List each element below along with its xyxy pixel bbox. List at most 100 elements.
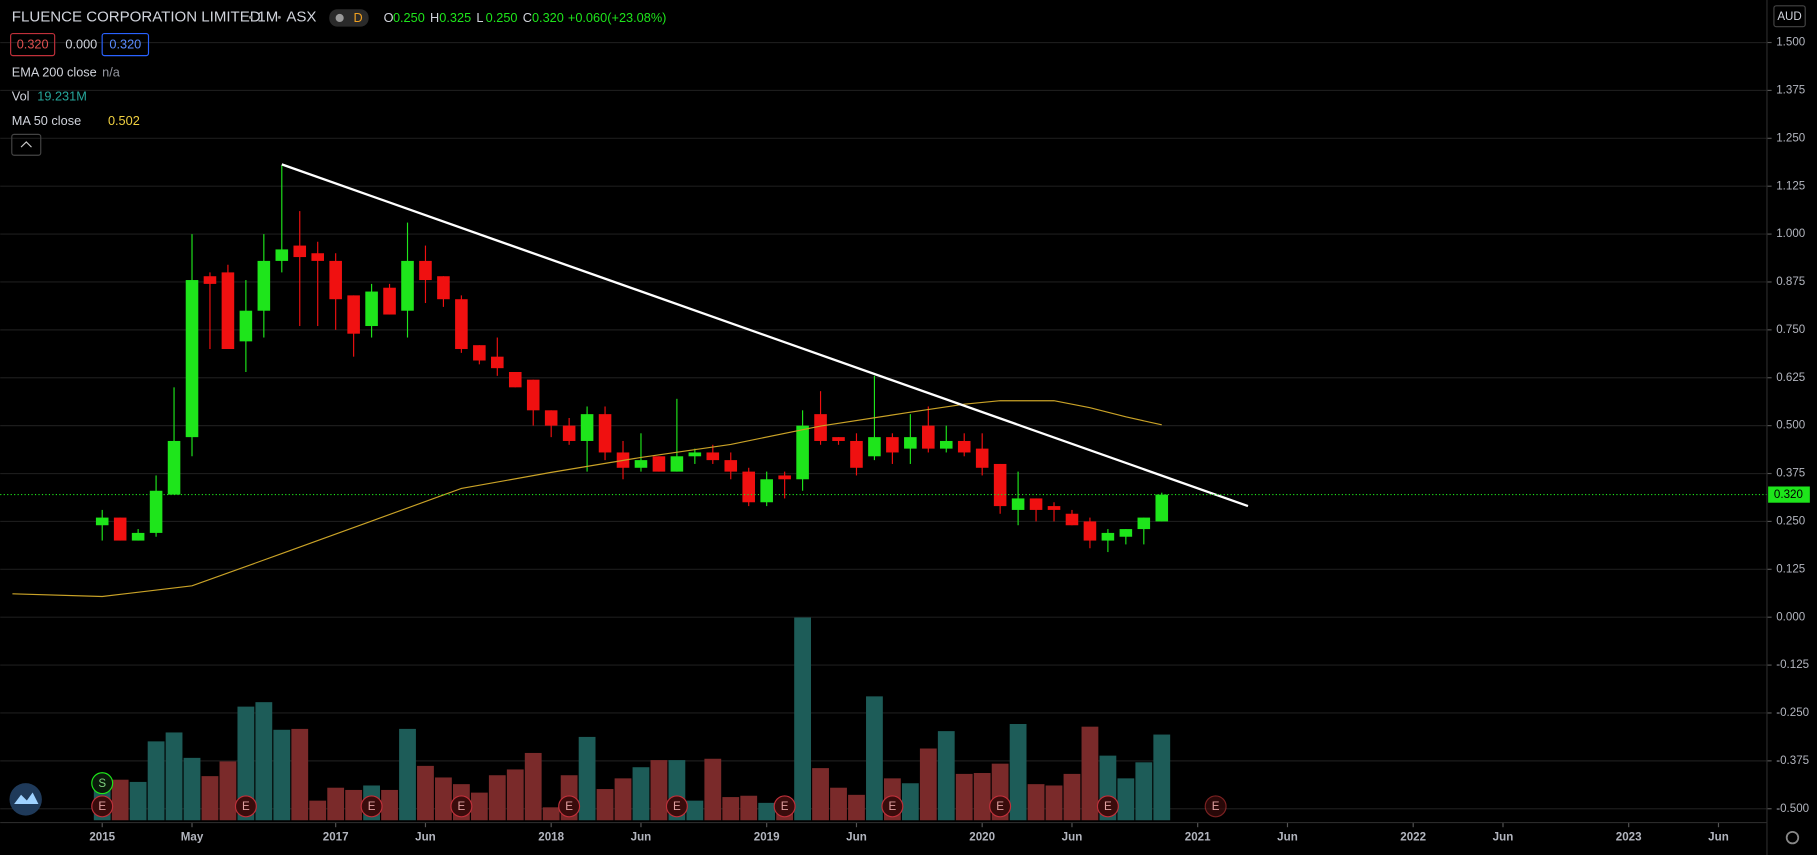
currency-badge[interactable] (1773, 5, 1806, 28)
candle-body (1101, 532, 1115, 541)
interval-badge: D (354, 10, 363, 25)
interval-toggle[interactable] (329, 9, 369, 27)
volume-bar (704, 758, 722, 821)
event-label: E (996, 801, 1004, 813)
spread: 0.000 (65, 37, 97, 52)
settings-icon[interactable] (1785, 830, 1800, 845)
candle-body (491, 356, 504, 369)
candle-body (850, 440, 863, 468)
volume-bar (1081, 726, 1099, 821)
event-label: E (673, 801, 681, 813)
candle-body (957, 440, 971, 453)
candle-body (365, 291, 378, 327)
candle-body (203, 276, 217, 284)
chevron-up (20, 141, 32, 148)
y-tick-label: -0.125 (1776, 659, 1809, 671)
collapse-button[interactable] (11, 133, 42, 156)
volume-bar (1063, 773, 1081, 821)
event-label: E (781, 801, 789, 813)
volume-bar (165, 732, 183, 821)
volume-bar (830, 787, 847, 821)
volume-bar (542, 807, 560, 821)
volume-bar (866, 696, 883, 821)
volume-bar (488, 775, 506, 821)
candle-body (221, 272, 235, 350)
bid-badge[interactable] (10, 33, 56, 57)
event-label: E (242, 801, 250, 813)
ohlc-value: 0.250 (486, 10, 518, 25)
volume-bar (129, 781, 147, 821)
event-label: E (368, 801, 376, 813)
x-tick-label: Jun (1277, 832, 1298, 844)
candle-body (562, 425, 576, 441)
symbol: FLUENCE CORPORATION LIMITED (12, 8, 261, 25)
volume-bar (848, 794, 865, 821)
x-tick-label: Jun (1062, 832, 1083, 844)
event-label: E (565, 801, 573, 813)
candle-body (814, 414, 827, 441)
x-tick-label: 2020 (969, 832, 995, 844)
candle-body (688, 452, 702, 457)
candle-body (401, 260, 414, 311)
x-tick-label: 2022 (1400, 832, 1426, 844)
candle-body (904, 437, 917, 449)
candle-body (1155, 494, 1169, 522)
interval[interactable]: 1M (257, 8, 278, 25)
candle-body (1047, 506, 1061, 510)
event-marker (989, 795, 1012, 818)
candle-body (742, 471, 756, 503)
candle-body (1029, 498, 1043, 510)
event-label: E (458, 801, 466, 813)
event-label: E (1212, 801, 1220, 813)
volume-bar (345, 789, 363, 821)
y-tick-label: 1.500 (1776, 37, 1805, 49)
exchange: ASX (286, 8, 316, 25)
candle-body (1083, 521, 1097, 541)
volume-bar (399, 728, 416, 821)
last-price-label: 0.320 (1774, 489, 1803, 501)
candle-body (760, 479, 773, 503)
bid: 0.320 (17, 37, 49, 52)
indicator-name: MA 50 close (12, 113, 81, 128)
volume-bar (1009, 723, 1027, 821)
candle-body (652, 456, 666, 472)
candle-body (526, 379, 540, 411)
event-marker (450, 795, 473, 818)
volume-bar (758, 802, 776, 821)
event-marker (360, 795, 383, 818)
y-tick-label: 1.000 (1776, 228, 1805, 240)
change: +0.060 (568, 10, 607, 25)
candle-body (993, 463, 1007, 507)
y-tick-label: 0.375 (1776, 468, 1805, 480)
volume-bar (435, 777, 452, 821)
trendline (281, 163, 1249, 508)
event-label: E (889, 801, 897, 813)
ma-line (12, 400, 1162, 598)
volume-bar (686, 800, 704, 821)
volume-bar (381, 789, 398, 821)
candle-body (1119, 529, 1133, 537)
x-tick-label: Jun (631, 832, 652, 844)
candle-body (868, 437, 881, 457)
volume-bar (955, 773, 973, 821)
candle-body (796, 425, 809, 480)
y-tick-label: 1.375 (1776, 84, 1805, 96)
event-marker (1096, 795, 1119, 818)
x-tick-label: 2023 (1616, 832, 1642, 844)
volume-bar (147, 741, 165, 821)
volume-bar (919, 748, 937, 821)
candle-body (922, 425, 935, 449)
event-marker (234, 795, 257, 818)
x-tick-label: Jun (1493, 832, 1514, 844)
indicator-value: n/a (102, 64, 121, 79)
y-tick-label: 0.875 (1776, 276, 1805, 288)
toggle-dot (335, 13, 344, 23)
last-price-badge (1768, 486, 1810, 503)
volume-bar (937, 731, 955, 821)
volume-bar (417, 765, 434, 821)
candle-body (975, 448, 989, 468)
ask-badge[interactable] (101, 33, 150, 57)
logo-mark (14, 792, 39, 805)
volume-bar (740, 795, 758, 821)
